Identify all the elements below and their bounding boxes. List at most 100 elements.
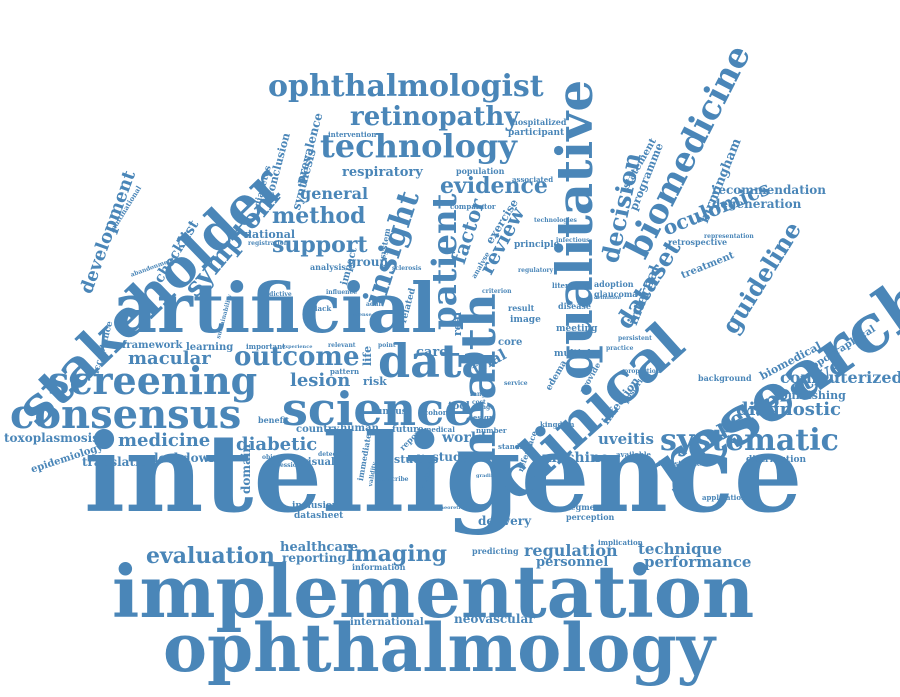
word: available — [616, 450, 651, 459]
word: comparator — [450, 202, 496, 211]
word: pattern — [330, 367, 360, 376]
word: outcome — [234, 342, 360, 372]
word: point — [378, 342, 396, 349]
word: performance — [644, 553, 752, 571]
word: reporting — [282, 551, 346, 565]
word: cost — [472, 399, 486, 406]
word: adoption — [594, 279, 634, 289]
word: delivery — [478, 514, 532, 528]
word: professional — [266, 462, 308, 469]
word: method — [272, 203, 366, 229]
word: service — [504, 380, 528, 387]
word: criterion — [482, 288, 512, 295]
word: degeneration — [712, 197, 802, 211]
word: translation — [82, 455, 157, 469]
word: personnel — [536, 555, 609, 570]
word: predicting — [472, 546, 519, 556]
word: population — [456, 166, 505, 176]
word: retinopathy — [350, 102, 520, 132]
word: technique — [638, 540, 723, 558]
word: application — [702, 493, 747, 502]
word: meeting — [556, 324, 598, 334]
word: segment — [566, 502, 605, 512]
word: definition — [594, 295, 622, 301]
word: detection — [318, 451, 350, 458]
word: science — [282, 382, 474, 436]
word: medicine — [118, 430, 211, 451]
word: glaucoma — [594, 289, 638, 299]
word: technology — [320, 127, 517, 165]
word: defense — [350, 312, 372, 318]
word: computerized — [780, 368, 900, 387]
word: systematic — [660, 423, 839, 458]
word: general — [300, 184, 369, 203]
word: black — [310, 304, 332, 313]
word: analysis — [310, 262, 346, 272]
word: stage — [476, 404, 495, 411]
word: national — [244, 228, 296, 241]
word: technologies — [534, 217, 577, 224]
word: design — [468, 413, 494, 422]
word: data — [378, 334, 492, 388]
word: tool — [448, 401, 470, 412]
word: international — [350, 617, 424, 628]
word: ophthalmology — [163, 609, 715, 687]
word: intelligence — [84, 411, 803, 537]
word: treatment — [679, 250, 736, 282]
word: implementation — [112, 549, 755, 634]
word: publishing — [780, 389, 846, 402]
word: cohort — [424, 408, 450, 417]
word: regulation — [524, 541, 618, 560]
word: theoretical — [438, 505, 469, 511]
word: image — [510, 315, 541, 325]
word: practice — [606, 345, 634, 352]
word: background — [698, 373, 752, 383]
word: human — [340, 423, 379, 434]
word: ophthalmologist — [268, 69, 544, 104]
word: studies — [394, 453, 439, 466]
word: sclerosis — [392, 265, 422, 272]
word: describe — [380, 476, 409, 483]
word: country — [296, 424, 339, 435]
word: diabetic — [236, 434, 318, 455]
word: imaging — [346, 541, 448, 567]
word: diagnostic — [736, 399, 842, 420]
word: visual — [302, 457, 335, 468]
word: representation — [704, 233, 754, 240]
word: uveitis — [598, 430, 654, 448]
word: participant — [508, 128, 565, 138]
word: world — [442, 430, 486, 446]
word: life — [361, 345, 374, 366]
word: implication — [598, 538, 643, 547]
word: result — [508, 303, 535, 313]
word: framework — [122, 340, 183, 351]
word: overall — [574, 353, 594, 359]
word: future — [392, 425, 424, 435]
word: lesion — [290, 370, 351, 391]
word: distribution — [746, 455, 807, 465]
word: intervention — [328, 130, 377, 139]
word: neovascular — [454, 612, 535, 626]
word: study — [432, 450, 469, 464]
word: infectious — [556, 237, 590, 244]
word: macular — [128, 348, 211, 369]
word: retrospective — [668, 237, 728, 247]
word: inclusion — [292, 501, 339, 511]
word: datasheet — [294, 511, 344, 521]
word: predictive — [258, 291, 292, 298]
word: care — [416, 345, 448, 360]
word: investigate — [658, 459, 702, 468]
word: persistent — [618, 335, 652, 342]
word: regulatory — [518, 267, 554, 274]
word: kingdom — [540, 420, 575, 429]
word: respiratory — [342, 165, 423, 180]
word: range — [470, 391, 490, 398]
word: fundus — [372, 407, 407, 417]
word: risk — [363, 375, 387, 388]
word: hospitalized — [512, 117, 567, 127]
word: core — [498, 337, 523, 348]
word: consensus — [10, 391, 242, 438]
word: influence — [326, 289, 358, 296]
word: objective — [262, 454, 293, 461]
